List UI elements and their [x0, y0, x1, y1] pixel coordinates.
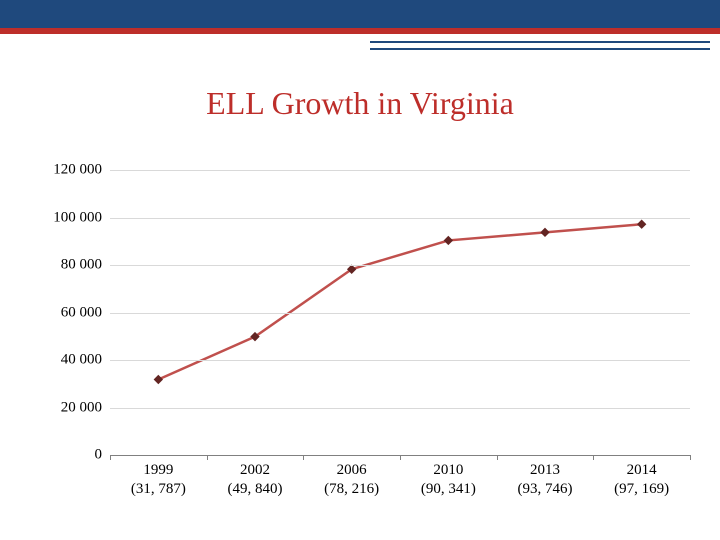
header-decoration	[0, 0, 720, 38]
x-tick	[690, 455, 691, 460]
x-tick-label: 2010(90, 341)	[398, 461, 498, 499]
y-tick-label: 100 000	[30, 209, 102, 226]
data-marker	[638, 220, 646, 228]
gridline	[110, 265, 690, 266]
x-tick-label: 2013(93, 746)	[495, 461, 595, 499]
x-tick	[593, 455, 594, 460]
header-rule-2	[370, 48, 710, 50]
gridline	[110, 408, 690, 409]
header-blue-bar	[0, 0, 720, 28]
header-red-bar	[0, 28, 720, 34]
y-tick-label: 120 000	[30, 162, 102, 179]
x-tick-label: 2006(78, 216)	[302, 461, 402, 499]
x-tick	[303, 455, 304, 460]
data-marker	[541, 228, 549, 236]
line-chart: 1999(31, 787)2002(49, 840)2006(78, 216)2…	[30, 170, 690, 510]
y-tick-label: 60 000	[30, 304, 102, 321]
plot-area	[110, 170, 690, 455]
x-axis: 1999(31, 787)2002(49, 840)2006(78, 216)2…	[110, 455, 690, 510]
gridline	[110, 313, 690, 314]
y-tick-label: 0	[30, 447, 102, 464]
slide-title: ELL Growth in Virginia	[0, 85, 720, 122]
x-tick-label: 2002(49, 840)	[205, 461, 305, 499]
y-tick-label: 20 000	[30, 399, 102, 416]
series-line	[158, 224, 641, 379]
x-tick-label: 2014(97, 169)	[592, 461, 692, 499]
gridline	[110, 218, 690, 219]
x-tick	[207, 455, 208, 460]
y-tick-label: 40 000	[30, 352, 102, 369]
y-tick-label: 80 000	[30, 257, 102, 274]
gridline	[110, 170, 690, 171]
x-tick	[110, 455, 111, 460]
header-rule-1	[370, 41, 710, 43]
data-marker	[444, 236, 452, 244]
gridline	[110, 360, 690, 361]
x-tick	[400, 455, 401, 460]
x-tick	[497, 455, 498, 460]
x-tick-label: 1999(31, 787)	[108, 461, 208, 499]
data-marker	[154, 376, 162, 384]
